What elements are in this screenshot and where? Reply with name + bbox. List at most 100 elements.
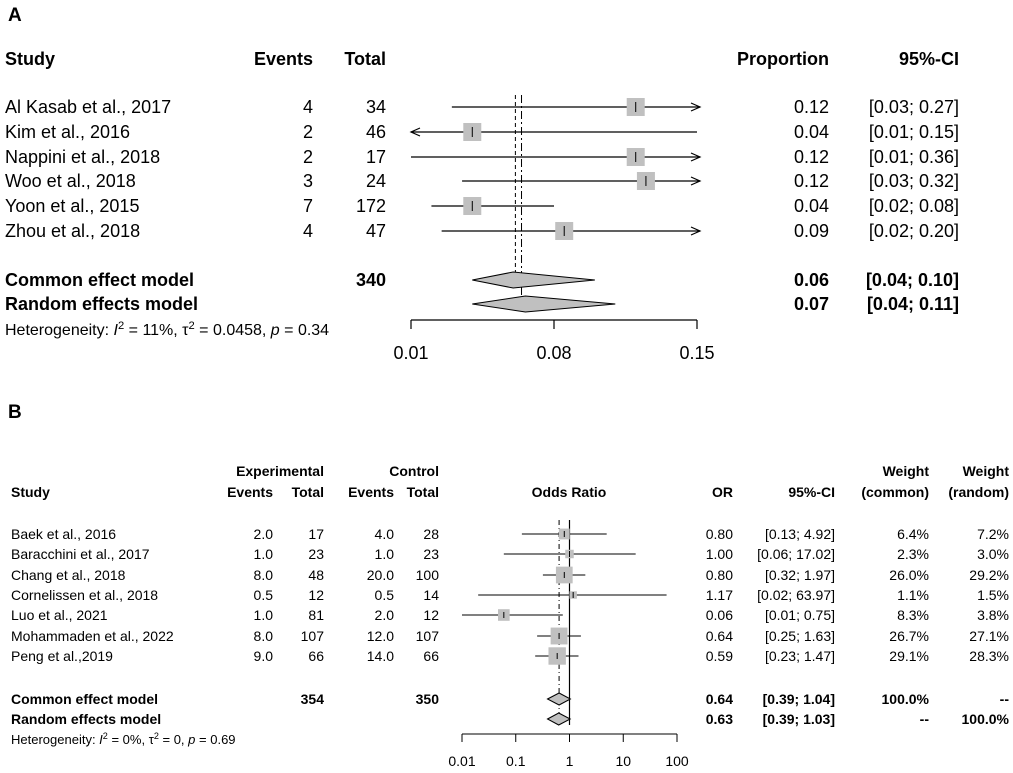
model-weight-common: 100.0% [882,691,930,707]
study-weight-common: 2.3% [897,546,929,562]
panel-a-forest-plot: Study Events Total Proportion 95%-CI Al Kasab… [5,49,959,363]
x-tick-label: 0.08 [536,343,571,363]
study-ci: [0.02; 0.20] [869,221,959,241]
col-header-ci: 95%-CI [899,49,959,69]
study-ci: [0.23; 1.47] [765,648,835,664]
ci-arrow-right [690,152,702,162]
col-header-exp-events: Events [227,484,273,500]
ci-arrow-right [690,176,702,186]
study-exp-total: 23 [308,546,324,562]
heterogeneity-p-symbol: p [270,322,280,339]
heterogeneity-i2-value: = 0%, [108,732,149,747]
study-ctrl-total: 66 [423,648,439,664]
col-header-odds-ratio: Odds Ratio [532,484,607,500]
panel-b-label: B [8,402,22,423]
study-name: Cornelissen et al., 2018 [11,587,158,603]
ci-arrow-right [690,226,702,236]
study-ctrl-total: 100 [416,567,440,583]
heterogeneity-tau2-value: = 0, [159,732,188,747]
col-header-proportion: Proportion [737,49,829,69]
model-name: Common effect model [11,691,158,707]
summary-diamond [472,295,616,313]
study-events: 4 [303,221,313,241]
superscript-2: 2 [154,731,159,741]
study-weight-random: 3.8% [977,607,1009,623]
study-name: Luo et al., 2021 [11,607,108,623]
study-name: Peng et al.,2019 [11,648,113,664]
study-name: Al Kasab et al., 2017 [5,97,171,117]
study-total: 24 [366,171,386,191]
ci-arrow-left [409,127,421,137]
model-or: 0.64 [706,691,733,707]
study-name: Nappini et al., 2018 [5,147,160,167]
col-header-events: Events [254,49,313,69]
heterogeneity-tau2-symbol: τ [182,322,189,339]
study-ctrl-events: 0.5 [375,587,395,603]
col-header-ctrl-total: Total [407,484,439,500]
heterogeneity-i2-symbol: I [99,732,103,747]
model-total: 340 [356,270,386,290]
study-exp-total: 12 [308,587,324,603]
study-ctrl-events: 14.0 [367,648,394,664]
col-header-control: Control [389,463,439,479]
study-weight-common: 26.7% [889,628,929,644]
model-name: Random effects model [11,711,161,727]
study-ctrl-total: 23 [423,546,439,562]
study-exp-events: 2.0 [254,526,274,542]
model-proportion: 0.06 [794,270,829,290]
study-exp-total: 81 [308,607,324,623]
study-weight-random: 3.0% [977,546,1009,562]
col-header-ctrl-events: Events [348,484,394,500]
study-ci: [0.03; 0.27] [869,97,959,117]
study-ctrl-events: 4.0 [375,526,395,542]
study-total: 34 [366,97,386,117]
superscript-2: 2 [103,731,108,741]
study-total: 17 [366,147,386,167]
study-weight-common: 6.4% [897,526,929,542]
heterogeneity-prefix: Heterogeneity: [11,732,99,747]
study-weight-random: 29.2% [969,567,1009,583]
study-name: Baracchini et al., 2017 [11,546,150,562]
summary-diamond [546,692,572,706]
study-events: 4 [303,97,313,117]
superscript-2: 2 [118,320,124,332]
model-ci: [0.04; 0.11] [867,294,959,314]
col-header-study: Study [5,49,55,69]
study-proportion: 0.12 [794,97,829,117]
heterogeneity-prefix: Heterogeneity: [5,322,114,339]
study-ctrl-total: 107 [416,628,440,644]
study-or: 0.80 [706,567,733,583]
study-events: 7 [303,196,313,216]
study-exp-events: 9.0 [254,648,274,664]
col-header-or: OR [712,484,733,500]
study-ci: [0.32; 1.97] [765,567,835,583]
col-header-exp-total: Total [292,484,324,500]
study-ci: [0.02; 0.08] [869,196,959,216]
col-header-experimental: Experimental [236,463,324,479]
col-header-weight-common: Weight [883,463,930,479]
study-name: Kim et al., 2016 [5,122,130,142]
study-proportion: 0.12 [794,147,829,167]
study-or: 1.17 [706,587,733,603]
heterogeneity-i2-symbol: I [114,322,119,339]
study-ci: [0.01; 0.36] [869,147,959,167]
study-ci: [0.06; 17.02] [757,546,835,562]
study-exp-events: 8.0 [254,567,274,583]
heterogeneity-statistics: Heterogeneity: I2 = 11%, τ2 = 0.0458, p … [5,320,329,339]
study-name: Zhou et al., 2018 [5,221,140,241]
study-name: Yoon et al., 2015 [5,196,139,216]
x-tick-label: 0.01 [393,343,428,363]
study-ci: [0.25; 1.63] [765,628,835,644]
study-or: 0.06 [706,607,733,623]
heterogeneity-i2-value: = 11%, [124,322,182,339]
study-exp-events: 0.5 [254,587,274,603]
model-name: Common effect model [5,270,194,290]
heterogeneity-p-symbol: p [187,732,195,747]
study-total: 47 [366,221,386,241]
model-proportion: 0.07 [794,294,829,314]
x-tick-label: 0.1 [506,753,526,769]
col-header-study: Study [11,484,50,500]
col-header-random: (random) [948,484,1009,500]
study-or: 0.64 [706,628,733,644]
study-weight-common: 29.1% [889,648,929,664]
